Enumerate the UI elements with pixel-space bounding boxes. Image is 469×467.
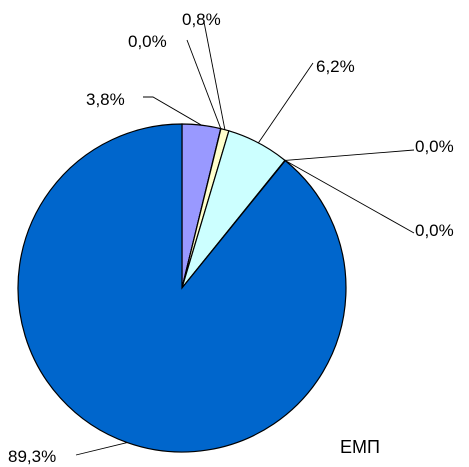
slice-label-4: 0,0% [415,137,454,156]
pie-slice-6 [17,123,347,453]
leader-lines [75,21,415,456]
leader-line-5 [284,160,415,234]
slice-label-1: 0,0% [128,32,167,51]
leader-line-2 [203,21,226,130]
pie-slices [17,123,347,453]
leader-line-4 [284,149,415,161]
slice-label-0: 3,8% [86,90,125,109]
slice-label-5: 0,0% [415,221,454,240]
slice-label-2: 0,8% [182,10,221,29]
leader-line-3 [258,62,314,144]
leader-line-1 [186,39,222,129]
slice-label-3: 6,2% [316,57,355,76]
chart-annotation: ЕМП [340,437,380,457]
leader-line-6 [75,442,128,456]
slice-label-6: 89,3% [8,447,56,466]
slice-labels: 3,8% 0,0% 0,8% 6,2% 0,0% 0,0% 89,3% [8,10,454,466]
leader-line-0 [143,96,202,126]
